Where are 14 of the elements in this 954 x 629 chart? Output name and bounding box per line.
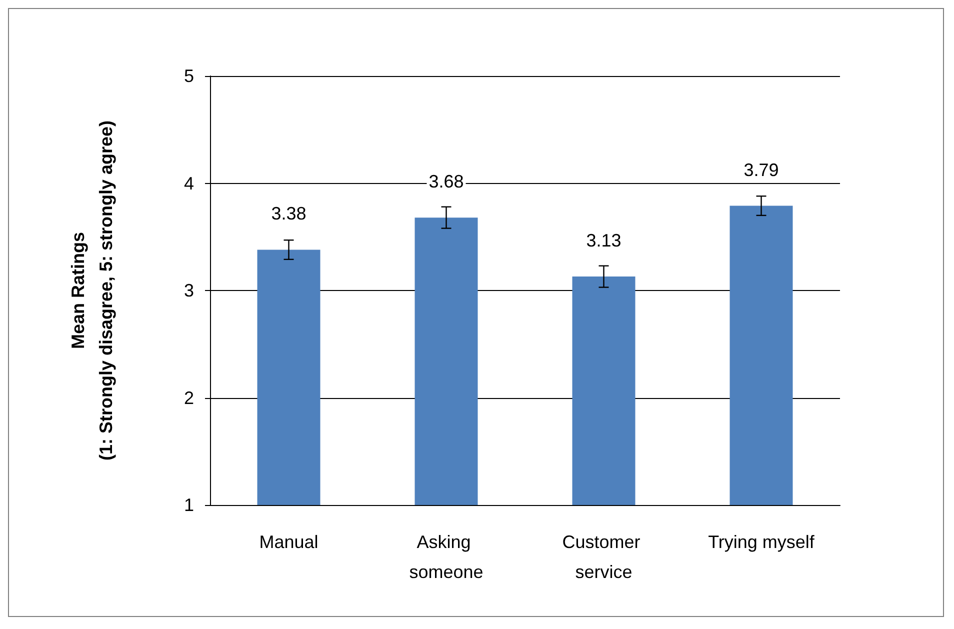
- y-tick-label: 2: [184, 388, 194, 408]
- x-tick-label: Customer service: [562, 532, 646, 582]
- data-label: 3.79: [744, 160, 779, 180]
- x-tick-label: Trying myself: [708, 532, 816, 552]
- x-tick-label: Manual: [259, 532, 318, 552]
- y-tick-label: 4: [184, 173, 194, 194]
- x-tick-label: Asking someone: [409, 532, 484, 582]
- data-label: 3.13: [586, 230, 622, 251]
- data-label: 3.68: [428, 172, 464, 192]
- y-axis-title: Mean Ratings (1: Strongly disagree, 5: strongly agree): [68, 120, 116, 461]
- y-tick-label: 5: [184, 66, 194, 86]
- y-tick-label: 1: [184, 495, 194, 515]
- y-tick-label: 3: [184, 280, 194, 300]
- data-label: 3.38: [271, 204, 306, 224]
